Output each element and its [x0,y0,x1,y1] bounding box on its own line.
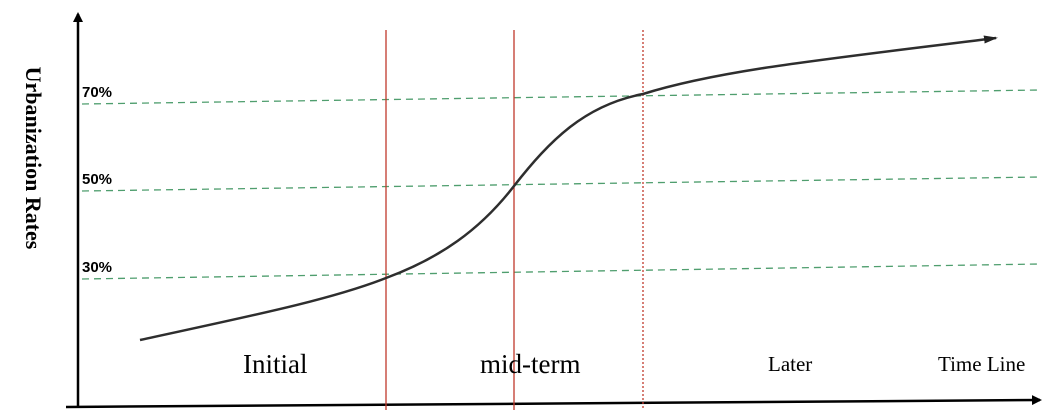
threshold-label-70: 70% [82,84,112,101]
threshold-label-50: 50% [82,171,112,188]
threshold-line-50 [81,176,1041,192]
urbanization-curve [139,35,998,342]
stage-dividers [385,30,644,410]
threshold-line-70 [81,89,1041,105]
x-axis [65,395,1042,409]
threshold-lines [81,89,1041,280]
stage-label-initial: Initial [243,349,307,379]
threshold-line-30 [81,263,1041,280]
y-axis-label: Urbanization Rates [21,67,46,250]
x-axis-label: Time Line [938,352,1025,376]
stage-label-midterm: mid-term [480,349,580,379]
threshold-label-30: 30% [82,259,112,276]
stage-label-later: Later [768,352,812,376]
